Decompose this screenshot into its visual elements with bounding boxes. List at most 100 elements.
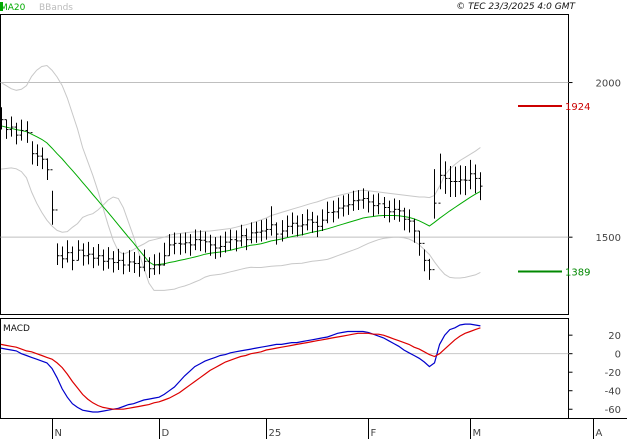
ohlc-bar: [132, 252, 137, 274]
ohlc-bar: [300, 213, 305, 236]
ohlc-bar: [443, 161, 448, 194]
macd-y-tick-label: 0: [615, 350, 621, 361]
ohlc-bar: [397, 200, 402, 222]
price-panel-frame: [0, 14, 569, 315]
ohlc-bar: [402, 207, 407, 231]
ohlc-bar: [458, 165, 463, 195]
ohlc-bar: [432, 169, 437, 271]
macd-y-tick-label: -40: [605, 387, 621, 398]
ohlc-bar: [346, 193, 351, 215]
ohlc-bar: [315, 215, 320, 238]
ohlc-bar: [50, 169, 55, 225]
macd-panel-label: MACD: [3, 324, 30, 334]
ohlc-bar: [366, 191, 371, 213]
copyright-text: © TEC 23/3/2025 4:0 GMT: [456, 2, 576, 12]
ohlc-bar: [157, 252, 162, 275]
x-tick-label: A: [596, 428, 603, 439]
ohlc-bar: [371, 194, 376, 217]
ohlc-bar: [65, 240, 70, 263]
ohlc-bar: [178, 233, 183, 255]
ohlc-bar: [142, 249, 147, 272]
ohlc-bar: [162, 242, 167, 266]
ohlc-bar: [152, 254, 157, 275]
ohlc-bar: [76, 240, 81, 261]
ohlc-bar: [285, 215, 290, 238]
ohlc-bar: [249, 222, 254, 244]
ohlc-bar: [239, 224, 244, 247]
legend-label-bbands: BBands: [39, 3, 73, 13]
ohlc-bar: [70, 246, 75, 271]
ohlc-bar: [254, 221, 259, 243]
ohlc-bar: [45, 158, 50, 180]
ohlc-bar: [453, 166, 458, 197]
ohlc-bar: [417, 230, 422, 256]
ohlc-bar: [259, 220, 264, 242]
macd-panel-frame: [0, 318, 569, 419]
ohlc-bar: [463, 166, 468, 196]
ohlc-bar: [269, 206, 274, 236]
ohlc-bar: [208, 234, 213, 256]
macd-y-axis: 20 0 -20 -40 -60: [568, 331, 621, 416]
ohlc-bar: [203, 231, 208, 253]
ohlc-bar: [361, 188, 366, 209]
ohlc-bar: [4, 119, 9, 139]
ohlc-bar: [325, 201, 330, 224]
ohlc-bar: [9, 116, 14, 137]
ma20-line: [0, 125, 481, 266]
ohlc-bar: [101, 249, 106, 271]
bollinger-lower-line: [0, 167, 481, 291]
macd-y-tick-label: -20: [605, 368, 621, 379]
ohlc-bar: [91, 247, 96, 269]
price-levels: 1924 1389: [518, 102, 590, 279]
ohlc-bar: [468, 159, 473, 190]
ohlc-bar: [336, 197, 341, 219]
ohlc-bar: [96, 243, 101, 266]
ohlc-bar: [147, 257, 152, 279]
macd-series: [0, 323, 481, 413]
ohlc-bar: [116, 248, 121, 270]
ohlc-bar: [137, 255, 142, 277]
macd-line: [0, 323, 481, 413]
ohlc-bar: [478, 172, 483, 201]
legend: MA20 BBands: [0, 2, 73, 13]
ohlc-bar: [167, 234, 172, 257]
ohlc-bar: [35, 144, 40, 167]
ohlc-bar: [106, 247, 111, 269]
ohlc-bar: [213, 237, 218, 259]
ohlc-bar: [331, 200, 336, 223]
macd-y-tick-label: -60: [605, 405, 621, 416]
x-tick-label: F: [371, 428, 377, 439]
ohlc-bar: [198, 230, 203, 252]
ohlc-bar: [183, 232, 188, 254]
ohlc-bar: [19, 119, 24, 141]
ohlc-bar: [290, 212, 295, 235]
ohlc-bar: [111, 251, 116, 273]
macd-y-tick-label: 20: [608, 331, 621, 342]
ohlc-bar: [412, 218, 417, 243]
ohlc-bar: [376, 193, 381, 215]
ohlc-bar: [356, 190, 361, 210]
ohlc-bar: [244, 228, 249, 251]
ohlc-bar: [392, 198, 397, 220]
price-y-axis: 1500 2000: [568, 79, 621, 244]
price-y-tick-label: 2000: [596, 79, 621, 90]
x-axis: N D 25 F M A: [0, 418, 627, 439]
ohlc-bar: [86, 241, 91, 265]
ohlc-bar: [448, 166, 453, 197]
ohlc-bar: [81, 243, 86, 266]
ohlc-bar: [188, 234, 193, 256]
macd-signal-line: [0, 327, 481, 410]
ohlc-bar: [223, 231, 228, 253]
level-label: 1924: [565, 102, 590, 113]
ohlc-bar: [0, 107, 4, 130]
ohlc-bar: [407, 209, 412, 233]
ohlc-bar: [121, 252, 126, 275]
price-panel: 1500 2000 1924 1389: [0, 14, 621, 315]
legend-swatch-ma20: [0, 2, 3, 11]
x-tick-label: 25: [269, 428, 282, 439]
ohlc-bar: [295, 215, 300, 237]
ohlc-bar: [280, 220, 285, 242]
ohlc-bars: [0, 107, 483, 280]
ohlc-bar: [473, 164, 478, 194]
